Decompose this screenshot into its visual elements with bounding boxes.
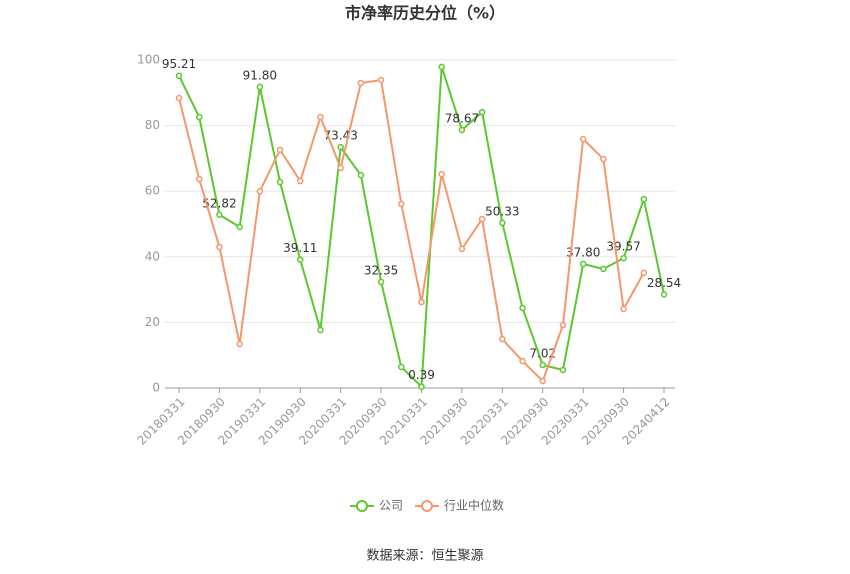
source: 数据来源：恒生聚源 [366, 549, 483, 564]
point [559, 366, 567, 374]
point [600, 155, 607, 163]
point [600, 265, 607, 273]
point [620, 254, 627, 262]
y-tick-label: 100 [137, 53, 160, 67]
data-label: 39.57 [606, 240, 640, 254]
point [539, 361, 546, 369]
series-line [178, 78, 645, 383]
point [377, 278, 385, 286]
point [499, 219, 506, 227]
point [276, 146, 284, 154]
point [640, 269, 648, 277]
point [297, 256, 304, 263]
point [539, 377, 546, 385]
point [175, 94, 183, 102]
legend-label: 行业中位数 [444, 498, 504, 513]
point [256, 187, 264, 195]
data-label: 32.35 [364, 263, 398, 277]
point [297, 177, 304, 185]
point [458, 126, 466, 134]
data-label: 50.33 [485, 204, 519, 218]
point [357, 79, 365, 87]
point [216, 243, 223, 251]
y-tick-label: 0 [152, 381, 160, 395]
point [236, 223, 243, 231]
point [640, 195, 648, 203]
point [337, 143, 344, 151]
y-tick-label: 60 [145, 184, 160, 198]
point [317, 326, 324, 334]
point [559, 321, 567, 329]
point [438, 170, 445, 178]
point [519, 304, 526, 312]
data-label: 91.80 [243, 68, 277, 82]
data-label: 28.54 [647, 276, 681, 290]
y-tick-label: 80 [145, 118, 160, 132]
point [357, 171, 365, 179]
point [195, 113, 203, 121]
point [337, 164, 344, 172]
point [478, 215, 486, 223]
series-line [178, 66, 665, 389]
point [418, 383, 425, 390]
point [458, 245, 466, 253]
data-label: 95.21 [162, 57, 196, 71]
point [175, 72, 183, 79]
point [418, 298, 425, 306]
chart-title: 市净率历史分位（%） [345, 4, 505, 23]
point [256, 83, 264, 91]
point [478, 108, 486, 116]
data-label: 78.67 [445, 111, 479, 125]
point [620, 305, 627, 313]
point [660, 291, 668, 298]
point [438, 63, 445, 71]
data-label: 39.11 [283, 241, 317, 255]
y-tick-label: 40 [145, 249, 160, 263]
point [499, 335, 506, 343]
point [579, 135, 587, 143]
data-label: 52.82 [202, 196, 236, 210]
data-label: 37.80 [566, 246, 600, 260]
point [276, 178, 284, 186]
point [195, 175, 203, 183]
point [377, 76, 385, 84]
point [519, 357, 526, 365]
legend-marker [421, 500, 433, 512]
point [317, 113, 324, 121]
point [579, 260, 587, 268]
legend-label: 公司 [379, 499, 403, 513]
point [398, 363, 405, 371]
point [216, 211, 223, 219]
data-label: 7.02 [529, 346, 556, 360]
legend-marker [356, 500, 368, 512]
y-tick-label: 20 [145, 315, 160, 329]
point [398, 200, 405, 208]
data-label: 0.39 [408, 368, 435, 382]
point [236, 340, 243, 348]
